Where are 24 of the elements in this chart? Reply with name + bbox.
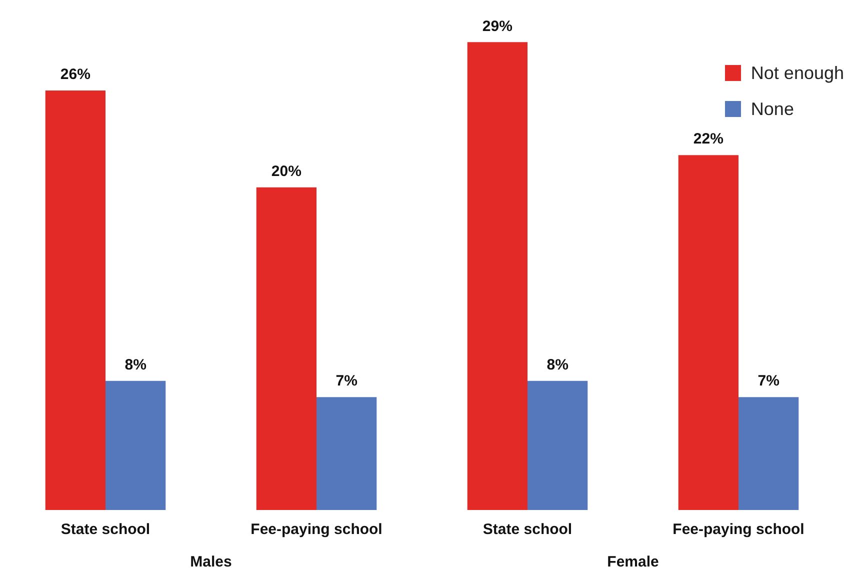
data-label: 7% [758,372,780,390]
data-label: 22% [693,130,724,148]
legend-label: None [750,98,794,120]
data-label: 8% [546,356,568,374]
bar [678,155,738,510]
data-label: 26% [60,66,90,84]
data-label: 20% [271,162,302,180]
x-tick-label: State school [482,521,572,538]
data-label: 8% [124,356,146,374]
bar [45,90,106,510]
x-tick-label: Fee-paying school [672,521,804,538]
bar [256,187,316,510]
bar [106,380,166,510]
data-label: 7% [336,372,358,390]
bar [467,42,528,510]
legend-label: Not enough [750,62,844,84]
bar [316,397,377,510]
data-label: 29% [482,18,512,35]
bar [528,380,588,510]
text: Males [190,554,232,571]
bar [738,397,799,510]
x-tick-label: State school [60,521,150,538]
x-tick-label: Fee-paying school [250,521,382,538]
text: Female [607,554,659,571]
